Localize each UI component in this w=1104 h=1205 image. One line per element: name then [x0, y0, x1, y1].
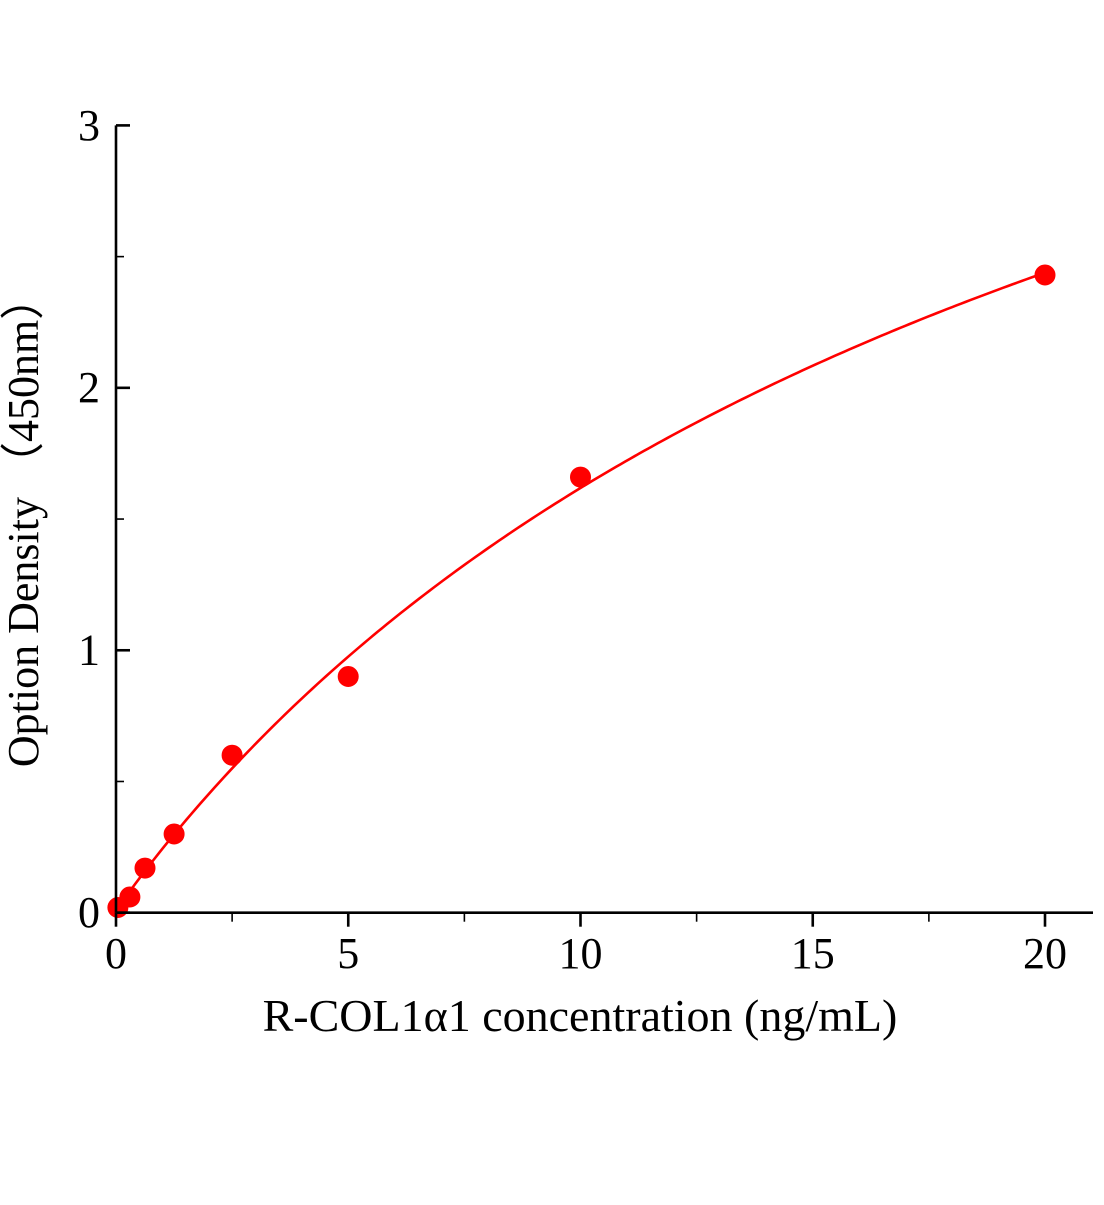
svg-text:R-COL1α1 concentration (ng/mL): R-COL1α1 concentration (ng/mL): [263, 990, 898, 1041]
svg-text:2: 2: [78, 363, 100, 412]
svg-text:0: 0: [78, 888, 100, 937]
svg-text:0: 0: [105, 929, 127, 978]
svg-text:3: 3: [78, 101, 100, 150]
svg-text:1: 1: [78, 626, 100, 675]
svg-text:10: 10: [559, 929, 603, 978]
svg-text:Option Density （450nm）: Option Density （450nm）: [0, 276, 48, 767]
svg-text:15: 15: [791, 929, 835, 978]
svg-text:5: 5: [337, 929, 359, 978]
svg-text:20: 20: [1023, 929, 1067, 978]
